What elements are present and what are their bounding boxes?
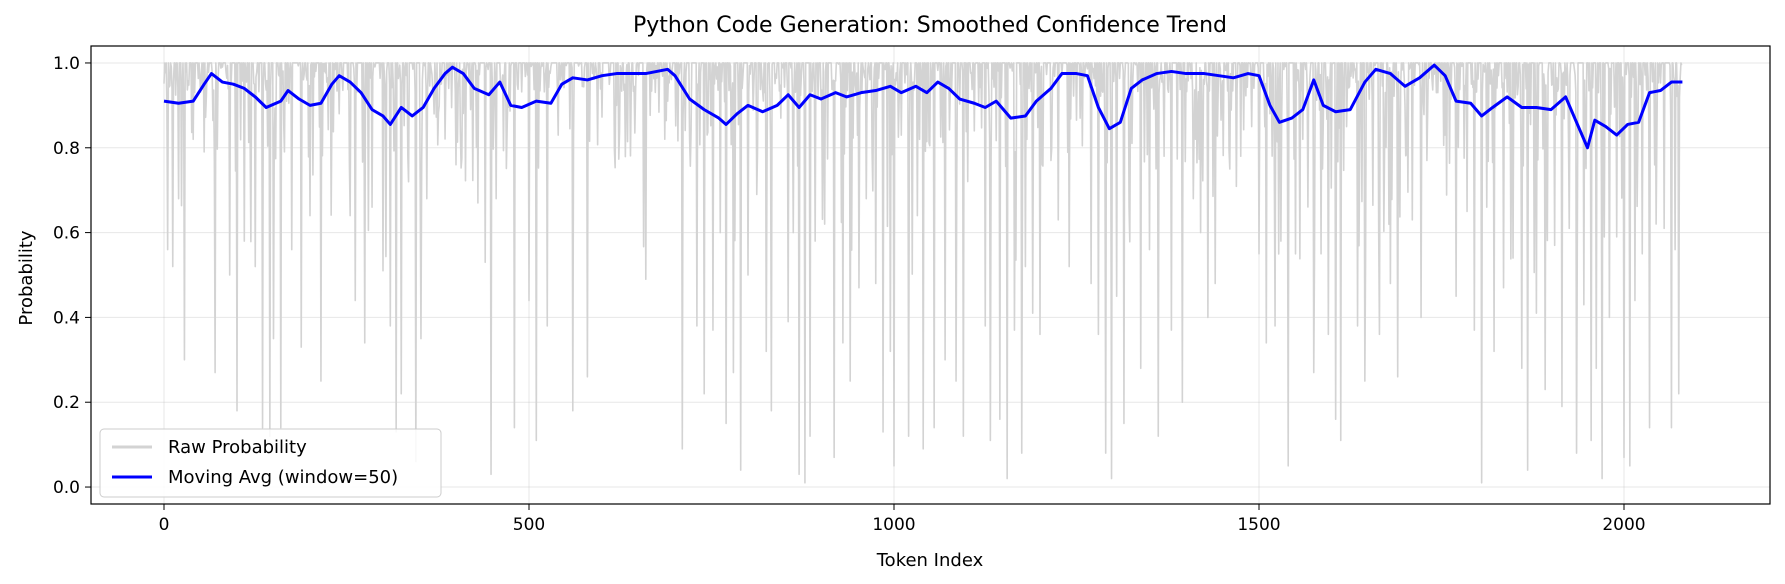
x-axis-label: Token Index	[876, 550, 984, 571]
raw-probability-series	[163, 62, 1683, 484]
x-tick-label: 2000	[1602, 515, 1645, 535]
y-tick-label: 0.8	[53, 139, 80, 159]
y-tick-label: 0.4	[53, 308, 80, 328]
x-axis-ticks: 0 500 1000 1500 2000	[159, 504, 1646, 535]
y-tick-label: 1.0	[53, 54, 80, 74]
x-tick-label: 500	[513, 515, 545, 535]
x-tick-label: 1500	[1237, 515, 1280, 535]
x-tick-label: 0	[159, 515, 170, 535]
y-tick-label: 0.6	[53, 224, 80, 244]
y-tick-label: 0.0	[53, 478, 80, 498]
moving-average-line	[163, 63, 1683, 150]
legend-label-moving-average: Moving Avg (window=50)	[168, 467, 398, 488]
raw-probability-line	[163, 62, 1683, 484]
x-tick-label: 1000	[872, 515, 915, 535]
y-axis-label: Probability	[16, 230, 37, 325]
y-axis-ticks: 0.0 0.2 0.4 0.6 0.8 1.0	[53, 54, 91, 498]
legend-box	[99, 428, 442, 498]
plot-frame	[90, 45, 1771, 505]
moving-average-series	[163, 63, 1683, 150]
y-tick-label: 0.2	[53, 393, 80, 413]
chart-title: Python Code Generation: Smoothed Confide…	[633, 13, 1227, 38]
legend: Raw Probability Moving Avg (window=50)	[99, 428, 442, 498]
legend-label-raw-probability: Raw Probability	[168, 437, 307, 458]
